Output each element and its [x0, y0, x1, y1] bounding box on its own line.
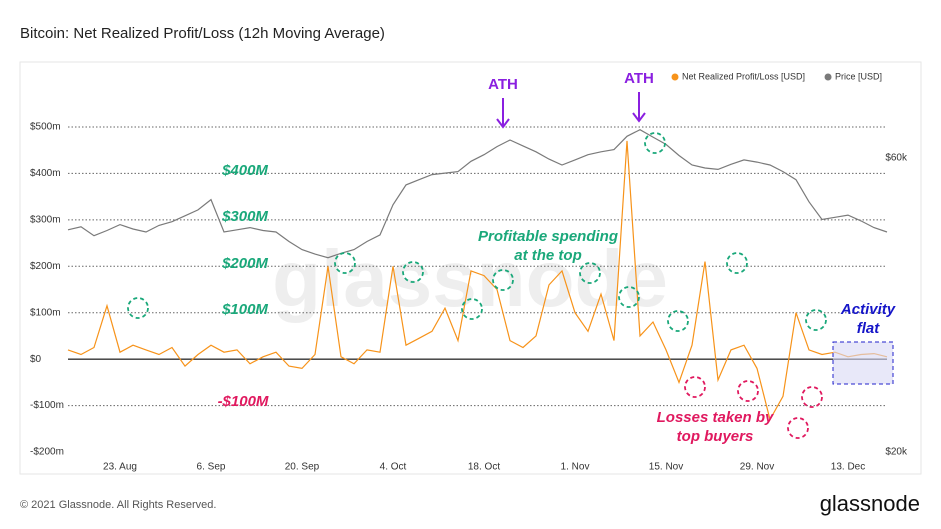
x-tick-label: 6. Sep — [197, 462, 226, 473]
circle — [737, 380, 759, 402]
y-tick-label: $300m — [30, 214, 61, 225]
annotation: -$100M — [218, 393, 269, 410]
circle — [801, 386, 823, 408]
annotation: $100M — [221, 301, 268, 318]
legend-swatch — [824, 73, 832, 81]
series-line — [67, 140, 888, 422]
x-tick-label: 20. Sep — [285, 462, 320, 473]
circle — [618, 286, 640, 308]
circle — [667, 310, 689, 332]
annotation: ATH — [488, 76, 518, 93]
x-tick-label: 1. Nov — [561, 462, 590, 473]
circle — [579, 262, 601, 284]
annotation: at the top — [514, 247, 582, 264]
plot-frame — [19, 61, 922, 475]
y-tick-label: $400m — [30, 168, 61, 179]
x-tick-label: 23. Aug — [103, 462, 137, 473]
y-tick-label: $500m — [30, 122, 61, 133]
annotation: Activity — [840, 301, 896, 318]
annotation: top buyers — [677, 428, 754, 445]
y-tick-label: $200m — [30, 261, 61, 272]
x-tick-label: 4. Oct — [380, 462, 407, 473]
circle — [402, 261, 424, 283]
circle — [805, 309, 827, 331]
logo: glassnode — [820, 491, 920, 516]
circle — [461, 298, 483, 320]
arrow — [496, 98, 510, 129]
circle — [644, 132, 666, 154]
legend-label: Price [USD] — [835, 71, 882, 81]
annotation: Profitable spending — [478, 228, 618, 245]
y-tick-label: $100m — [30, 307, 61, 318]
circle — [334, 252, 356, 274]
chart-title: Bitcoin: Net Realized Profit/Loss (12h M… — [20, 25, 385, 42]
y-tick-label: $0 — [30, 354, 42, 365]
circle — [684, 376, 706, 398]
circle — [787, 417, 809, 439]
annotation: $400M — [221, 162, 268, 179]
x-tick-label: 29. Nov — [740, 462, 774, 473]
circles — [127, 132, 827, 439]
series-line — [67, 129, 888, 259]
legend-label: Net Realized Profit/Loss [USD] — [682, 71, 805, 81]
arrows — [496, 92, 646, 129]
marks: -$200m -$100m $0 $100m $200m $300m $400m $500m $… — [30, 122, 908, 473]
x-tick-label: 18. Oct — [468, 462, 500, 473]
annotation: Losses taken by — [657, 409, 774, 426]
y-tick-label: -$200m — [30, 447, 64, 458]
y-tick-label: -$100m — [30, 400, 64, 411]
x-tick-label: 13. Dec — [831, 462, 865, 473]
y2-tick-label: $60k — [885, 152, 908, 163]
circle — [127, 297, 149, 319]
circle — [726, 252, 748, 274]
circle — [492, 269, 514, 291]
annotation: $300M — [221, 208, 268, 225]
y2-tick-label: $20k — [885, 447, 908, 458]
annotation: flat — [857, 320, 881, 337]
highlight-box — [832, 341, 894, 385]
arrow — [632, 92, 646, 123]
footer: © 2021 Glassnode. All Rights Reserved. — [20, 499, 216, 511]
x-tick-label: 15. Nov — [649, 462, 683, 473]
annotation: ATH — [624, 70, 654, 87]
legend-swatch — [671, 73, 679, 81]
annotation: $200M — [221, 255, 268, 272]
